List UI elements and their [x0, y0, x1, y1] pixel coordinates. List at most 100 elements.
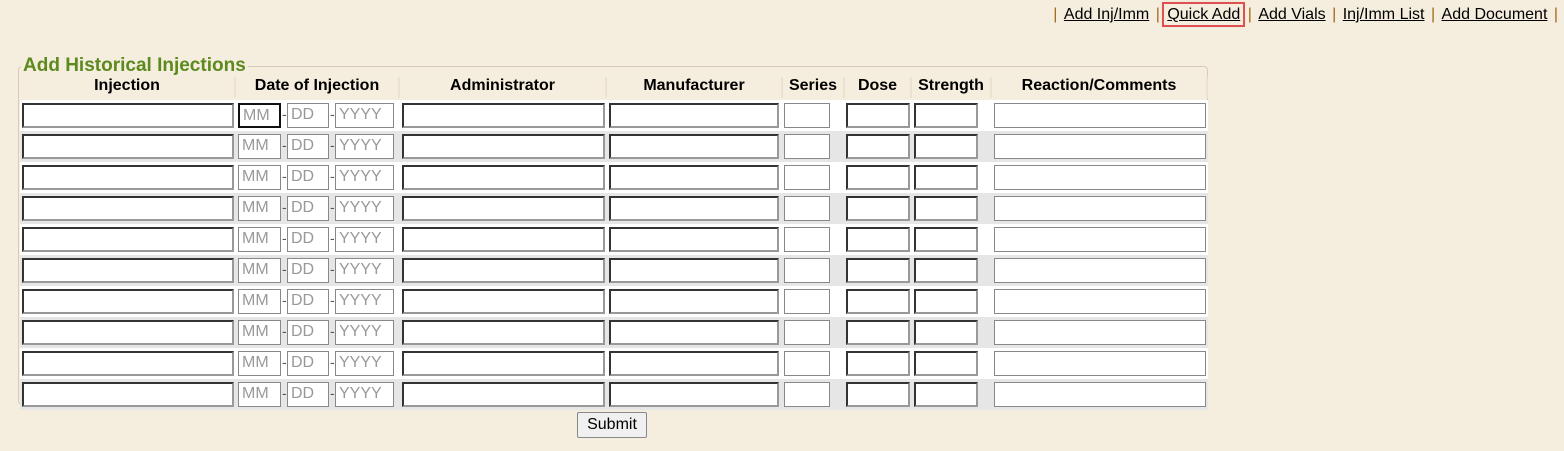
series-input[interactable]	[784, 289, 830, 314]
manufacturer-input[interactable]	[609, 320, 779, 345]
strength-input[interactable]	[914, 196, 978, 221]
injection-input[interactable]	[22, 382, 234, 407]
year-input[interactable]: YYYY	[335, 196, 394, 221]
day-input[interactable]: DD	[287, 134, 329, 159]
injection-input[interactable]	[22, 351, 234, 376]
year-input[interactable]: YYYY	[335, 103, 394, 128]
administrator-input[interactable]	[402, 258, 605, 283]
injection-input[interactable]	[22, 196, 234, 221]
administrator-input[interactable]	[402, 165, 605, 190]
month-input[interactable]: MM	[238, 134, 281, 159]
day-input[interactable]: DD	[287, 382, 329, 407]
administrator-input[interactable]	[402, 320, 605, 345]
manufacturer-input[interactable]	[609, 134, 779, 159]
manufacturer-input[interactable]	[609, 196, 779, 221]
reaction-comments-input[interactable]	[994, 258, 1206, 283]
nav-link-add-document[interactable]: Add Document	[1441, 6, 1548, 23]
submit-button[interactable]: Submit	[577, 412, 647, 438]
administrator-input[interactable]	[402, 227, 605, 252]
reaction-comments-input[interactable]	[994, 103, 1206, 128]
dose-input[interactable]	[846, 382, 910, 407]
dose-input[interactable]	[846, 289, 910, 314]
series-input[interactable]	[784, 196, 830, 221]
reaction-comments-input[interactable]	[994, 165, 1206, 190]
day-input[interactable]: DD	[287, 258, 329, 283]
month-input[interactable]: MM	[238, 103, 281, 128]
dose-input[interactable]	[846, 227, 910, 252]
dose-input[interactable]	[846, 134, 910, 159]
dose-input[interactable]	[846, 165, 910, 190]
day-input[interactable]: DD	[287, 165, 329, 190]
series-input[interactable]	[784, 258, 830, 283]
manufacturer-input[interactable]	[609, 351, 779, 376]
manufacturer-input[interactable]	[609, 103, 779, 128]
year-input[interactable]: YYYY	[335, 320, 394, 345]
series-input[interactable]	[784, 134, 830, 159]
month-input[interactable]: MM	[238, 351, 281, 376]
administrator-input[interactable]	[402, 351, 605, 376]
day-input[interactable]: DD	[287, 351, 329, 376]
dose-input[interactable]	[846, 103, 910, 128]
dose-input[interactable]	[846, 351, 910, 376]
year-input[interactable]: YYYY	[335, 227, 394, 252]
administrator-input[interactable]	[402, 289, 605, 314]
series-input[interactable]	[784, 103, 830, 128]
injection-input[interactable]	[22, 134, 234, 159]
month-input[interactable]: MM	[238, 227, 281, 252]
month-input[interactable]: MM	[238, 258, 281, 283]
series-input[interactable]	[784, 382, 830, 407]
nav-link-quick-add[interactable]: Quick Add	[1162, 2, 1246, 27]
injection-input[interactable]	[22, 103, 234, 128]
injection-input[interactable]	[22, 289, 234, 314]
reaction-comments-input[interactable]	[994, 382, 1206, 407]
injection-input[interactable]	[22, 227, 234, 252]
month-input[interactable]: MM	[238, 320, 281, 345]
manufacturer-input[interactable]	[609, 165, 779, 190]
reaction-comments-input[interactable]	[994, 320, 1206, 345]
manufacturer-input[interactable]	[609, 227, 779, 252]
day-input[interactable]: DD	[287, 196, 329, 221]
series-input[interactable]	[784, 351, 830, 376]
nav-link-add-inj-imm[interactable]: Add Inj/Imm	[1063, 6, 1150, 23]
injection-input[interactable]	[22, 320, 234, 345]
manufacturer-input[interactable]	[609, 289, 779, 314]
injection-input[interactable]	[22, 165, 234, 190]
month-input[interactable]: MM	[238, 382, 281, 407]
strength-input[interactable]	[914, 258, 978, 283]
administrator-input[interactable]	[402, 382, 605, 407]
strength-input[interactable]	[914, 351, 978, 376]
series-input[interactable]	[784, 165, 830, 190]
series-input[interactable]	[784, 320, 830, 345]
day-input[interactable]: DD	[287, 289, 329, 314]
month-input[interactable]: MM	[238, 196, 281, 221]
strength-input[interactable]	[914, 165, 978, 190]
year-input[interactable]: YYYY	[335, 134, 394, 159]
administrator-input[interactable]	[402, 103, 605, 128]
injection-input[interactable]	[22, 258, 234, 283]
day-input[interactable]: DD	[287, 227, 329, 252]
year-input[interactable]: YYYY	[335, 165, 394, 190]
reaction-comments-input[interactable]	[994, 227, 1206, 252]
administrator-input[interactable]	[402, 134, 605, 159]
dose-input[interactable]	[846, 258, 910, 283]
year-input[interactable]: YYYY	[335, 258, 394, 283]
dose-input[interactable]	[846, 320, 910, 345]
dose-input[interactable]	[846, 196, 910, 221]
month-input[interactable]: MM	[238, 289, 281, 314]
strength-input[interactable]	[914, 227, 978, 252]
strength-input[interactable]	[914, 382, 978, 407]
strength-input[interactable]	[914, 103, 978, 128]
reaction-comments-input[interactable]	[994, 196, 1206, 221]
year-input[interactable]: YYYY	[335, 351, 394, 376]
nav-link-inj-imm-list[interactable]: Inj/Imm List	[1342, 6, 1425, 23]
reaction-comments-input[interactable]	[994, 351, 1206, 376]
year-input[interactable]: YYYY	[335, 289, 394, 314]
strength-input[interactable]	[914, 289, 978, 314]
manufacturer-input[interactable]	[609, 382, 779, 407]
strength-input[interactable]	[914, 134, 978, 159]
nav-link-add-vials[interactable]: Add Vials	[1258, 6, 1326, 23]
month-input[interactable]: MM	[238, 165, 281, 190]
manufacturer-input[interactable]	[609, 258, 779, 283]
day-input[interactable]: DD	[287, 103, 329, 128]
day-input[interactable]: DD	[287, 320, 329, 345]
